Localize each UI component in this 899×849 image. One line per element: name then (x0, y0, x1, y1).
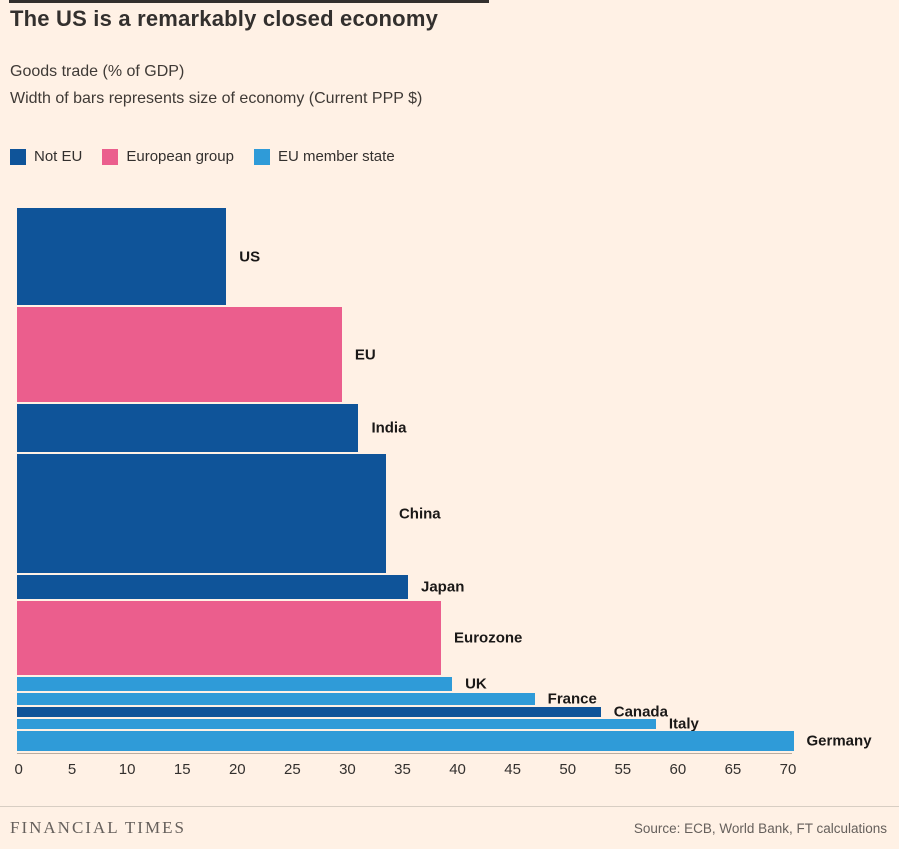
bar-us (17, 208, 227, 305)
bar-india (17, 404, 359, 452)
x-tick-55: 55 (614, 761, 632, 778)
legend-label-not-eu: Not EU (34, 148, 83, 165)
legend-swatch-european-group (102, 148, 119, 165)
bar-japan (17, 575, 408, 599)
x-tick-15: 15 (173, 761, 191, 778)
ft-brand-logo: FINANCIAL TIMES (10, 818, 186, 837)
x-tick-25: 25 (284, 761, 301, 778)
bar-row-italy: Italy (17, 716, 887, 733)
x-tick-30: 30 (339, 761, 356, 778)
legend-label-european-group: European group (126, 148, 234, 165)
bar-france (17, 693, 535, 705)
bar-chart-plot: US EU India China Japan Eurozone UK France Canad… (17, 208, 887, 753)
bar-label-canada: Canada (613, 703, 668, 721)
bar-label-eurozone: Eurozone (454, 629, 523, 647)
bar-canada (17, 707, 601, 717)
footer-divider (0, 806, 899, 807)
bar-row-us: US (17, 208, 887, 305)
x-tick-10: 10 (118, 761, 136, 778)
bar-label-china: China (398, 505, 441, 522)
bar-label-italy: Italy (668, 715, 699, 733)
title-rule (9, 0, 489, 3)
x-tick-45: 45 (504, 761, 521, 778)
bar-china (17, 454, 386, 573)
legend-item-not-eu: Not EU (10, 148, 82, 165)
x-tick-65: 65 (724, 761, 742, 778)
bar-row-china: China (17, 454, 887, 573)
bar-row-japan: Japan (17, 575, 887, 599)
x-tick-40: 40 (449, 761, 466, 778)
bar-row-eu: EU (17, 307, 887, 402)
bar-label-us: US (239, 248, 261, 265)
x-tick-20: 20 (228, 761, 246, 778)
legend-item-eu-member-state: EU member state (253, 148, 395, 165)
bar-row-canada: Canada (17, 704, 887, 721)
bar-uk (17, 677, 453, 691)
legend-swatch-not-eu (10, 148, 26, 165)
bar-eu (17, 307, 342, 402)
bar-label-india: India (371, 419, 407, 437)
chart-title: The US is a remarkably closed economy (10, 6, 439, 31)
bar-label-japan: Japan (421, 578, 465, 596)
bar-eurozone (17, 601, 442, 675)
bar-label-eu: EU (354, 346, 376, 363)
bar-row-eurozone: Eurozone (17, 601, 887, 675)
bar-label-uk: UK (465, 675, 487, 693)
x-tick-0: 0 (14, 761, 23, 778)
x-tick-35: 35 (394, 761, 411, 778)
legend: Not EU European group EU member state (10, 148, 395, 165)
legend-item-european-group: European group (102, 148, 234, 165)
subtitle-line-2: Width of bars represents size of economy… (10, 90, 423, 107)
source-note: Source: ECB, World Bank, FT calculations (633, 821, 887, 836)
bar-row-india: India (17, 404, 887, 452)
x-tick-5: 5 (67, 761, 77, 778)
x-tick-50: 50 (559, 761, 577, 778)
subtitle-line-1: Goods trade (% of GDP) (10, 63, 185, 80)
x-axis-baseline (17, 753, 792, 754)
x-axis: 0 5 10 15 20 25 30 35 40 45 50 55 60 65 70 (14, 761, 837, 783)
legend-label-eu-member-state: EU member state (277, 148, 395, 165)
x-tick-70: 70 (779, 761, 797, 778)
x-tick-60: 60 (669, 761, 687, 778)
bar-label-france: France (547, 690, 597, 708)
bar-label-germany: Germany (806, 732, 872, 750)
bar-italy (17, 719, 656, 729)
bar-germany (17, 731, 794, 751)
bar-row-uk: UK (17, 675, 887, 693)
legend-swatch-eu-member-state (253, 148, 270, 165)
chart-subtitle: Goods trade (% of GDP) Width of bars rep… (10, 58, 422, 112)
bar-row-germany: Germany (17, 731, 887, 751)
bar-row-france: France (17, 690, 887, 708)
